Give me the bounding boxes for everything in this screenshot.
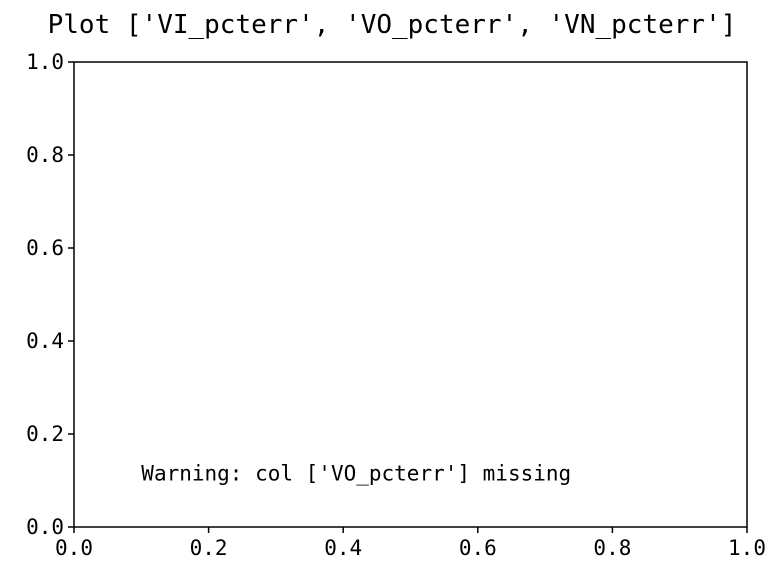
annotations: Warning: col ['VO_pcterr'] missing bbox=[141, 462, 571, 486]
x-tick-label: 1.0 bbox=[728, 536, 766, 560]
y-tick-label: 0.6 bbox=[26, 236, 64, 260]
x-tick-label: 0.6 bbox=[459, 536, 497, 560]
warning-annotation: Warning: col ['VO_pcterr'] missing bbox=[141, 462, 571, 486]
x-tick-label: 0.2 bbox=[190, 536, 228, 560]
plot-frame bbox=[73, 61, 748, 528]
plot-area bbox=[74, 62, 747, 527]
y-axis: 0.0 0.2 0.4 0.6 0.8 1.0 bbox=[26, 50, 74, 539]
y-tick-label: 0.4 bbox=[26, 329, 64, 353]
x-tick-label: 0.4 bbox=[324, 536, 362, 560]
x-tick-label: 0.8 bbox=[593, 536, 631, 560]
y-tick-label: 0.8 bbox=[26, 143, 64, 167]
x-axis: 0.0 0.2 0.4 0.6 0.8 1.0 bbox=[55, 527, 766, 560]
chart-title: Plot ['VI_pcterr', 'VO_pcterr', 'VN_pcte… bbox=[48, 10, 737, 40]
y-tick-label: 0.0 bbox=[26, 515, 64, 539]
x-tick-label: 0.0 bbox=[55, 536, 93, 560]
y-tick-label: 1.0 bbox=[26, 50, 64, 74]
y-tick-label: 0.2 bbox=[26, 422, 64, 446]
